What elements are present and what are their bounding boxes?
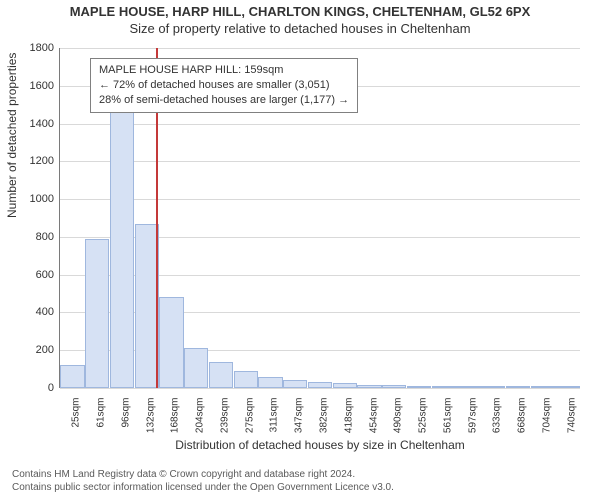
histogram-bar [407,386,431,388]
histogram-bar [209,362,233,388]
grid-line [60,124,580,125]
x-tick-label: 132sqm [137,398,156,434]
y-tick-label: 400 [36,306,60,318]
x-tick-label: 418sqm [335,398,354,434]
x-tick-label: 525sqm [410,398,429,434]
chart-title-line1: MAPLE HOUSE, HARP HILL, CHARLTON KINGS, … [0,4,600,19]
y-tick-label: 600 [36,269,60,281]
x-tick-label: 740sqm [558,398,577,434]
y-tick-label: 1800 [30,42,60,54]
x-tick-label: 633sqm [484,398,503,434]
histogram-bar [333,383,357,388]
x-tick-label: 454sqm [360,398,379,434]
histogram-bar [308,382,332,388]
histogram-bar [283,380,307,389]
histogram-bar [531,386,555,388]
grid-line [60,48,580,49]
histogram-bar [506,386,530,388]
x-axis-label: Distribution of detached houses by size … [60,438,580,452]
y-tick-label: 0 [48,382,60,394]
x-tick-label: 668sqm [509,398,528,434]
x-tick-label: 347sqm [286,398,305,434]
histogram-bar [85,239,109,388]
chart-title-block: MAPLE HOUSE, HARP HILL, CHARLTON KINGS, … [0,4,600,36]
footer-line1: Contains HM Land Registry data © Crown c… [12,468,588,481]
histogram-bar [159,297,183,388]
y-axis-line [59,48,60,388]
x-tick-label: 561sqm [434,398,453,434]
histogram-bar [184,348,208,388]
x-tick-label: 25sqm [63,398,82,428]
grid-line [60,388,580,389]
chart-title-line2: Size of property relative to detached ho… [0,21,600,36]
footer-line2: Contains public sector information licen… [12,481,588,494]
x-tick-label: 204sqm [187,398,206,434]
histogram-bar [456,386,480,388]
histogram-bar [234,371,258,388]
x-tick-label: 168sqm [162,398,181,434]
histogram-bar [60,365,84,388]
x-tick-label: 490sqm [385,398,404,434]
annotation-line2: ← 72% of detached houses are smaller (3,… [99,78,349,93]
x-tick-label: 704sqm [533,398,552,434]
x-tick-label: 275sqm [236,398,255,434]
histogram-chart: MAPLE HOUSE, HARP HILL, CHARLTON KINGS, … [0,0,600,500]
footer-attribution: Contains HM Land Registry data © Crown c… [12,468,588,494]
x-tick-label: 96sqm [112,398,131,428]
y-tick-label: 1200 [30,155,60,167]
y-tick-label: 1400 [30,118,60,130]
grid-line [60,199,580,200]
y-tick-label: 1000 [30,193,60,205]
histogram-bar [382,385,406,388]
annotation-line3: 28% of semi-detached houses are larger (… [99,93,349,108]
histogram-bar [432,386,456,388]
x-tick-label: 61sqm [88,398,107,428]
x-tick-label: 597sqm [459,398,478,434]
x-tick-label: 382sqm [311,398,330,434]
x-tick-label: 239sqm [211,398,230,434]
histogram-bar [555,386,579,388]
annotation-box: MAPLE HOUSE HARP HILL: 159sqm ← 72% of d… [90,58,358,113]
annotation-line1: MAPLE HOUSE HARP HILL: 159sqm [99,63,349,78]
histogram-bar [135,224,159,388]
histogram-bar [110,110,134,388]
y-tick-label: 800 [36,231,60,243]
y-tick-label: 1600 [30,80,60,92]
y-tick-label: 200 [36,344,60,356]
grid-line [60,161,580,162]
y-axis-label: Number of detached properties [5,53,19,218]
histogram-bar [357,385,381,388]
histogram-bar [258,377,282,388]
histogram-bar [481,386,505,388]
x-tick-label: 311sqm [261,398,280,433]
